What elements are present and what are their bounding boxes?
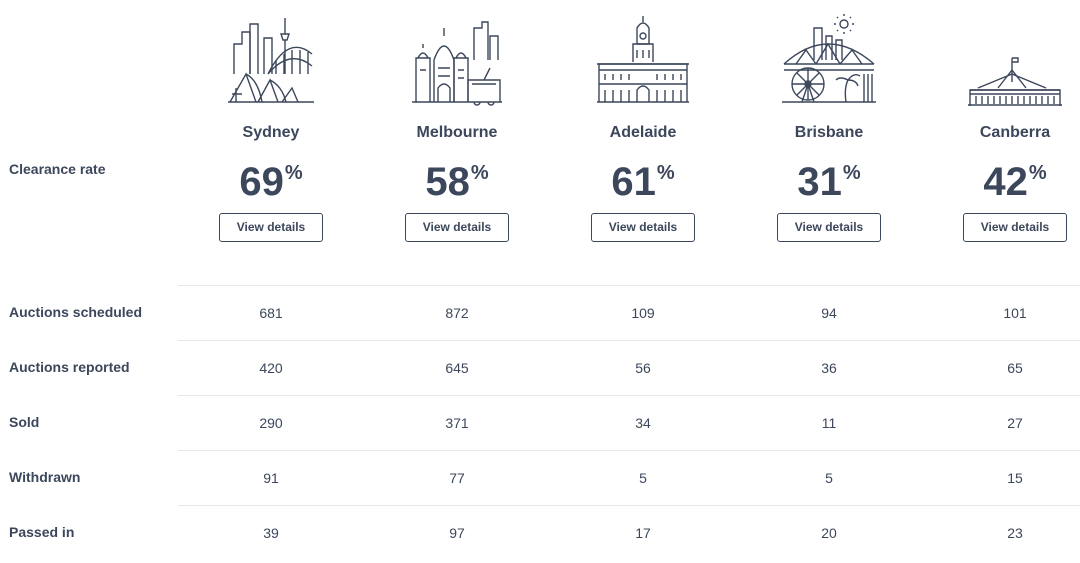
table-row-passed-in: Passed in 39 97 17 20 23 (0, 505, 1080, 560)
table-cell: 20 (821, 525, 837, 541)
view-details-button[interactable]: View details (777, 213, 881, 242)
view-details-button[interactable]: View details (219, 213, 323, 242)
melbourne-skyline-icon (412, 21, 502, 106)
view-details-button[interactable]: View details (591, 213, 695, 242)
city-name: Brisbane (794, 124, 864, 141)
clearance-rate-value: 69% (239, 160, 303, 204)
row-divider (178, 505, 1080, 506)
table-cell: 5 (639, 470, 647, 486)
clearance-rate-value: 42% (983, 160, 1047, 204)
table-cell: 681 (259, 305, 283, 321)
table-cell: 15 (1007, 470, 1023, 486)
table-row-withdrawn: Withdrawn 91 77 5 5 15 (0, 450, 1080, 505)
city-name: Sydney (242, 124, 300, 141)
table-cell: 39 (263, 525, 279, 541)
table-cell: 27 (1007, 415, 1023, 431)
table-cell: 94 (821, 305, 837, 321)
table-cell: 645 (445, 360, 469, 376)
row-divider (178, 395, 1080, 396)
table-cell: 56 (635, 360, 651, 376)
table-cell: 109 (631, 305, 655, 321)
row-divider (178, 285, 1080, 286)
table-row-auctions-scheduled: Auctions scheduled 681 872 109 94 101 (0, 285, 1080, 340)
row-label: Auctions reported (9, 359, 130, 375)
row-label: Passed in (9, 524, 75, 540)
row-label: Sold (9, 414, 40, 430)
clearance-rate-value: 31% (797, 160, 861, 204)
table-cell: 97 (449, 525, 465, 541)
table-cell: 17 (635, 525, 651, 541)
table-cell: 34 (635, 415, 651, 431)
view-details-button[interactable]: View details (405, 213, 509, 242)
table-cell: 36 (821, 360, 837, 376)
table-cell: 290 (259, 415, 283, 431)
table-cell: 65 (1007, 360, 1023, 376)
row-divider (178, 450, 1080, 451)
city-name: Canberra (979, 124, 1051, 141)
city-name: Melbourne (416, 124, 498, 141)
clearance-rate-label: Clearance rate (9, 161, 106, 177)
adelaide-skyline-icon (597, 16, 689, 103)
clearance-rate-value: 58% (425, 160, 489, 204)
row-label: Auctions scheduled (9, 304, 143, 320)
table-row-auctions-reported: Auctions reported 420 645 56 36 65 (0, 340, 1080, 395)
row-divider (178, 340, 1080, 341)
canberra-skyline-icon (968, 57, 1062, 106)
row-label: Withdrawn (9, 469, 81, 485)
table-cell: 5 (825, 470, 833, 486)
table-cell: 11 (821, 415, 837, 431)
table-cell: 77 (449, 470, 465, 486)
view-details-button[interactable]: View details (963, 213, 1067, 242)
brisbane-skyline-icon (782, 14, 876, 103)
city-name: Adelaide (609, 124, 677, 141)
clearance-rate-value: 61% (611, 160, 675, 204)
table-row-sold: Sold 290 371 34 11 27 (0, 395, 1080, 450)
table-cell: 371 (445, 415, 469, 431)
sydney-skyline-icon (228, 18, 314, 103)
table-cell: 872 (445, 305, 469, 321)
table-cell: 91 (263, 470, 279, 486)
table-cell: 420 (259, 360, 283, 376)
table-cell: 101 (1003, 305, 1027, 321)
table-cell: 23 (1007, 525, 1023, 541)
